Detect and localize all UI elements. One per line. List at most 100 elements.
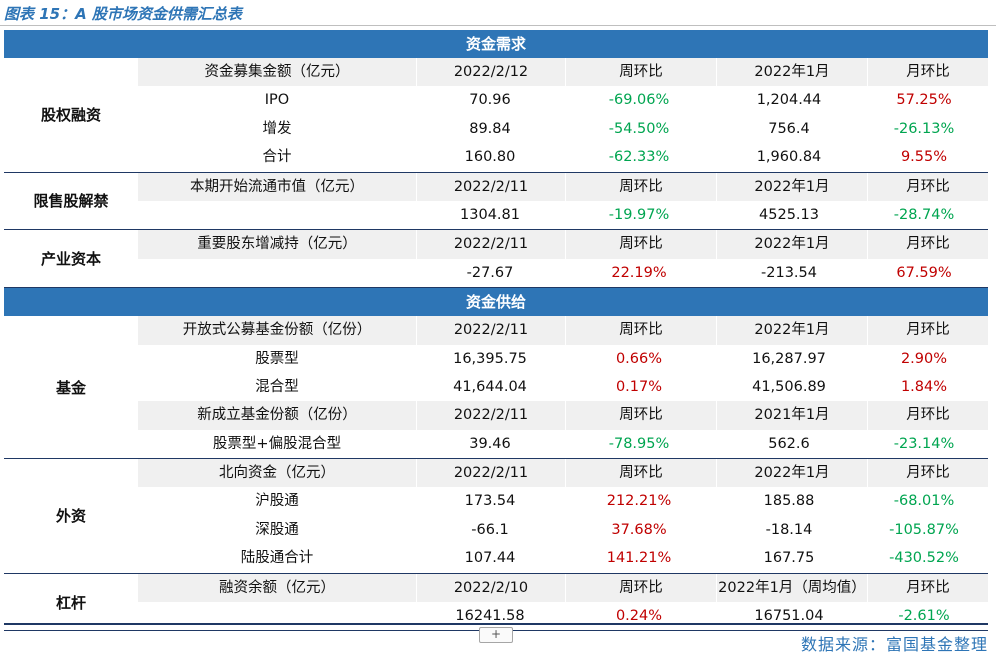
wow-change-cell: 周环比 (565, 573, 716, 603)
month-value-cell: 16,287.97 (752, 350, 826, 367)
row-label-cell: 融资余额（亿元） (219, 579, 335, 596)
wow-change-cell: -78.95% (608, 435, 670, 452)
mom-change-cell: -68.01% (893, 493, 955, 510)
group-label: 股权融资 (40, 106, 101, 125)
latest-value-cell: 2022/2/10 (416, 573, 565, 603)
table-header-row: 新成立基金份额（亿份） 2022/2/11 周环比 2021年1月 月环比 (138, 401, 988, 430)
table-row: 股票型 16,395.75 0.66% 16,287.97 2.90% (138, 345, 988, 373)
group-block: 外资 北向资金（亿元） 2022/2/11 周环比 2022年1月 月环比 沪股通 173.5… (4, 459, 988, 574)
latest-value-cell: 39.46 (469, 435, 511, 452)
table-header-row: 资金募集金额（亿元） 2022/2/12 周环比 2022年1月 月环比 (138, 58, 988, 87)
wow-change-cell: -62.33% (608, 149, 670, 166)
latest-value-cell: 2022/2/11 (416, 172, 565, 201)
table-header-row: 重要股东增减持（亿元） 2022/2/11 周环比 2022年1月 月环比 (138, 230, 988, 259)
table-header-row: 开放式公募基金份额（亿份） 2022/2/11 周环比 2022年1月 月环比 (138, 316, 988, 345)
wow-change-cell: 周环比 (565, 459, 716, 488)
latest-value-cell: 2022/2/12 (416, 58, 565, 87)
expand-button[interactable]: + (479, 627, 513, 643)
source-note: 数据来源：富国基金整理 (800, 635, 988, 654)
row-label-cell: 股票型+偏股混合型 (212, 435, 342, 452)
latest-value-cell: -27.67 (466, 264, 514, 281)
latest-value-cell: 89.84 (469, 120, 511, 137)
month-value-cell: 1,960.84 (756, 149, 822, 166)
latest-value-cell: 16241.58 (455, 608, 525, 625)
latest-value-cell: 70.96 (469, 92, 511, 109)
section-banner: 资金供给 (4, 288, 988, 317)
table-header-row: 融资余额（亿元） 2022/2/10 周环比 2022年1月（周均值） 月环比 (138, 573, 988, 603)
mom-change-cell: 月环比 (867, 573, 988, 603)
row-label-cell: 开放式公募基金份额（亿份） (182, 322, 372, 339)
latest-value-cell: 160.80 (464, 149, 516, 166)
mom-change-cell: -26.13% (893, 120, 955, 137)
table-header-row: 本期开始流通市值（亿元） 2022/2/11 周环比 2022年1月 月环比 (138, 172, 988, 201)
fund-supply-demand-table: 资金需求股权融资 资金募集金额（亿元） 2022/2/12 周环比 2022年1月 月环比… (4, 30, 988, 632)
latest-value-cell: 2022/2/11 (416, 230, 565, 259)
mom-change-cell: 月环比 (867, 230, 988, 259)
section-banner: 资金需求 (4, 30, 988, 58)
row-label-cell: 混合型 (255, 378, 299, 395)
title-divider (0, 25, 996, 26)
group-label: 杠杆 (55, 593, 86, 612)
month-value-cell: 1,204.44 (756, 92, 822, 109)
wow-change-cell: 0.17% (615, 378, 663, 395)
month-value-cell: 167.75 (763, 550, 815, 567)
month-value-cell: -18.14 (765, 521, 813, 538)
month-value-cell: 2022年1月（周均值） (716, 573, 867, 603)
wow-change-cell: 22.19% (611, 264, 667, 281)
row-label-cell: 北向资金（亿元） (219, 465, 335, 482)
wow-change-cell: 周环比 (565, 316, 716, 345)
group-label: 产业资本 (40, 250, 101, 269)
mom-change-cell: 1.84% (900, 378, 948, 395)
table-row: IPO 70.96 -69.06% 1,204.44 57.25% (138, 86, 988, 114)
row-label-cell: 本期开始流通市值（亿元） (190, 178, 364, 195)
month-value-cell: 185.88 (763, 493, 815, 510)
month-value-cell: 2021年1月 (716, 401, 867, 430)
mom-change-cell: 9.55% (900, 149, 948, 166)
month-value-cell: 756.4 (768, 120, 810, 137)
mom-change-cell: 57.25% (896, 92, 952, 109)
wow-change-cell: 周环比 (565, 401, 716, 430)
table-row: 混合型 41,644.04 0.17% 41,506.89 1.84% (138, 373, 988, 401)
wow-change-cell: 141.21% (606, 550, 672, 567)
figure-title: 图表 15：A 股市场资金供需汇总表 (4, 5, 242, 23)
table-row: 1304.81 -19.97% 4525.13 -28.74% (138, 201, 988, 229)
group-label: 外资 (55, 507, 86, 526)
month-value-cell: 2022年1月 (716, 459, 867, 488)
mom-change-cell: 月环比 (867, 459, 988, 488)
row-label-cell: 合计 (262, 149, 292, 166)
mom-change-cell: 2.90% (900, 350, 948, 367)
group-label: 限售股解禁 (33, 192, 109, 211)
month-value-cell: 2022年1月 (716, 58, 867, 87)
latest-value-cell: 2022/2/11 (416, 459, 565, 488)
row-label-cell: 深股通 (255, 521, 299, 538)
wow-change-cell: 212.21% (606, 493, 672, 510)
group-label: 基金 (55, 378, 86, 397)
table-header-row: 北向资金（亿元） 2022/2/11 周环比 2022年1月 月环比 (138, 459, 988, 488)
wow-change-cell: 周环比 (565, 58, 716, 87)
row-label-cell (138, 602, 416, 630)
month-value-cell: 2022年1月 (716, 172, 867, 201)
wow-change-cell: -54.50% (608, 120, 670, 137)
month-value-cell: 562.6 (768, 435, 810, 452)
row-label-cell: 增发 (262, 120, 292, 137)
wow-change-cell: -69.06% (608, 92, 670, 109)
group-block: 产业资本 重要股东增减持（亿元） 2022/2/11 周环比 2022年1月 月环比 -27… (4, 230, 988, 289)
latest-value-cell: 16,395.75 (453, 350, 527, 367)
row-label-cell: 股票型 (255, 350, 299, 367)
mom-change-cell: 月环比 (867, 172, 988, 201)
table-bottom-rule (4, 623, 988, 625)
month-value-cell: -213.54 (761, 264, 817, 281)
wow-change-cell: 0.66% (615, 350, 663, 367)
row-label-cell: 陆股通合计 (240, 550, 314, 567)
row-label-cell: 新成立基金份额（亿份） (197, 407, 357, 424)
mom-change-cell: -23.14% (893, 435, 955, 452)
row-label-cell: 重要股东增减持（亿元） (197, 236, 357, 253)
latest-value-cell: 41,644.04 (453, 378, 527, 395)
mom-change-cell: 月环比 (867, 401, 988, 430)
mom-change-cell: -28.74% (893, 206, 955, 223)
month-value-cell: 2022年1月 (716, 316, 867, 345)
row-label-cell (138, 201, 416, 229)
latest-value-cell: 1304.81 (460, 206, 520, 223)
month-value-cell: 16751.04 (754, 608, 824, 625)
table-row: 增发 89.84 -54.50% 756.4 -26.13% (138, 115, 988, 143)
